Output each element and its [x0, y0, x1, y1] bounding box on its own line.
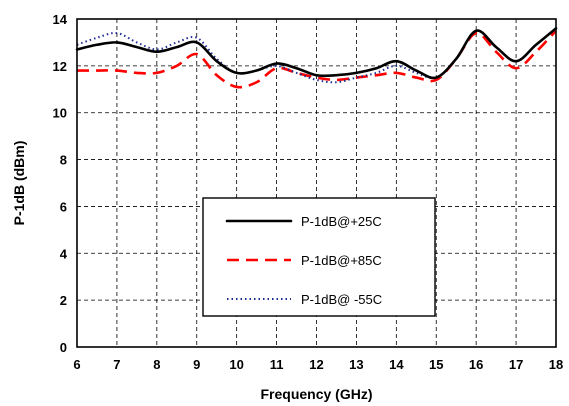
- legend: P-1dB@+25C P-1dB@+85C P-1dB@ -55C: [202, 197, 436, 317]
- x-tick-label: 9: [193, 357, 200, 372]
- x-tick-label: 7: [113, 357, 120, 372]
- y-tick-label: 0: [60, 340, 67, 355]
- y-axis-title: P-1dB (dBm): [11, 141, 27, 226]
- series-line-solid: [75, 27, 558, 80]
- y-tick-label: 4: [60, 246, 68, 261]
- y-tick-label: 14: [53, 12, 68, 27]
- x-tick-label: 8: [153, 357, 160, 372]
- y-tick-label: 10: [53, 106, 67, 121]
- x-tick-label: 17: [509, 357, 523, 372]
- y-tick-label: 8: [60, 153, 67, 168]
- x-tick-label: 12: [309, 357, 323, 372]
- x-tick-label: 15: [429, 357, 443, 372]
- legend-label: P-1dB@+85C: [301, 253, 382, 268]
- x-tick-label: 6: [73, 357, 80, 372]
- y-tick-label: 12: [53, 59, 67, 74]
- legend-label: P-1dB@+25C: [301, 214, 382, 229]
- y-tick-label: 6: [60, 199, 67, 214]
- series-layer: [75, 27, 558, 89]
- y-tick-label: 2: [60, 293, 67, 308]
- x-tick-label: 16: [469, 357, 483, 372]
- x-tick-label: 10: [229, 357, 243, 372]
- series-line-dashed: [76, 29, 557, 89]
- legend-box: [202, 197, 436, 317]
- plot-frame: [76, 18, 557, 348]
- x-tick-label: 18: [549, 357, 563, 372]
- legend-label: P-1dB@ -55C: [301, 292, 382, 307]
- tick-labels: 6 7 8 9 10 11 12 13 14 15 16 17 18 0 2 4 6 8 10 12 14: [53, 12, 564, 372]
- x-tick-label: 13: [349, 357, 363, 372]
- x-axis-title: Frequency (GHz): [260, 386, 372, 402]
- x-tick-label: 14: [389, 357, 404, 372]
- x-tick-label: 11: [270, 357, 284, 372]
